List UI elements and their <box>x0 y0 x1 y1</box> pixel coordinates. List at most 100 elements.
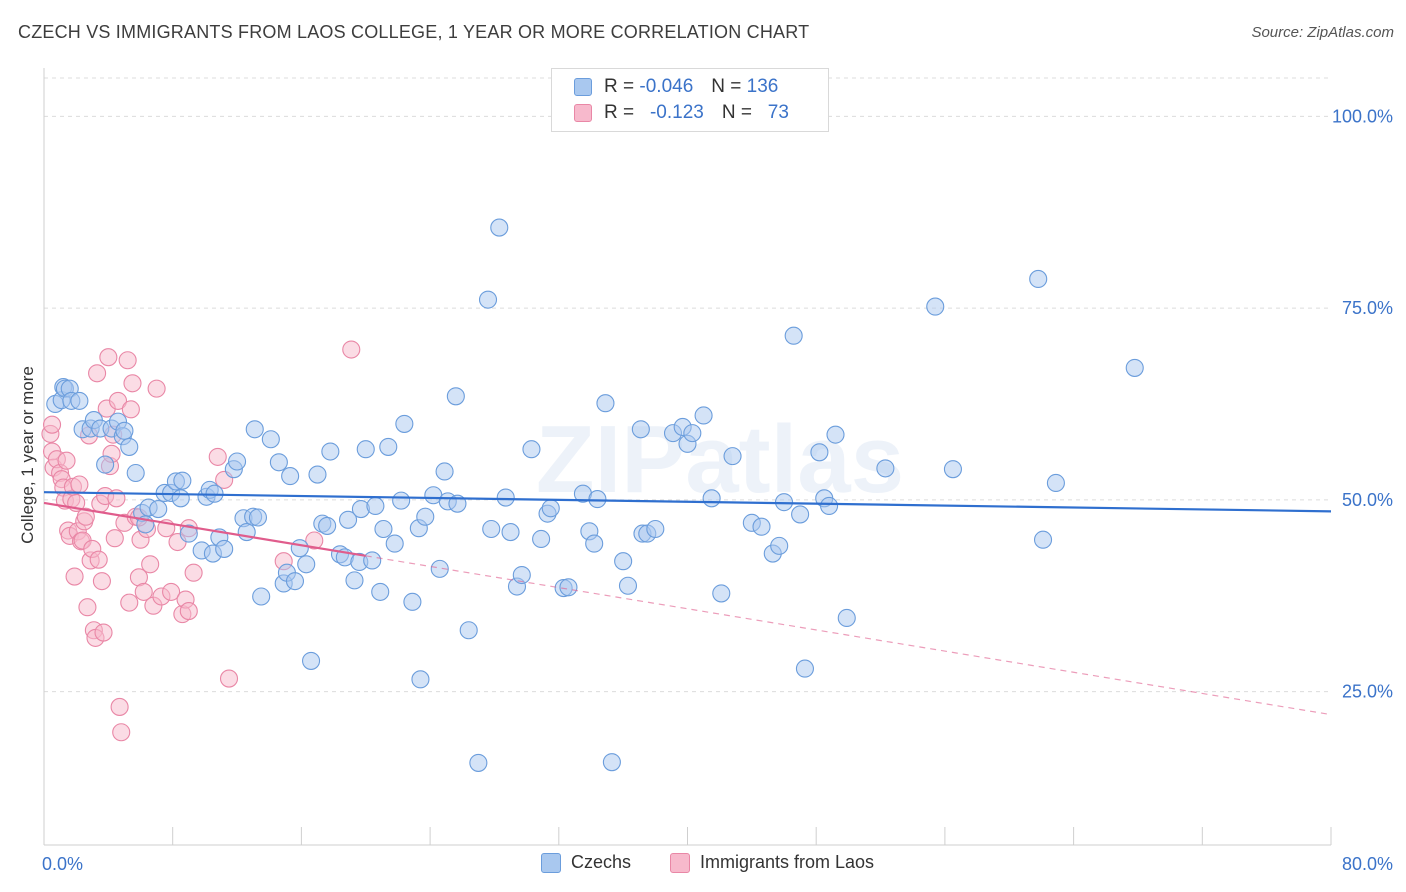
data-point <box>112 723 131 742</box>
data-point <box>588 490 607 509</box>
data-point <box>392 491 411 510</box>
data-point <box>70 391 89 410</box>
y-tick-label: 100.0% <box>1332 106 1393 126</box>
data-point <box>245 420 264 439</box>
data-point <box>379 437 398 456</box>
data-point <box>585 534 604 553</box>
data-point <box>614 552 633 571</box>
data-point <box>810 443 829 462</box>
data-point <box>126 463 145 483</box>
data-point <box>1029 269 1048 289</box>
data-point <box>482 519 501 539</box>
data-point <box>795 659 814 678</box>
data-point <box>248 508 268 527</box>
data-point <box>826 425 845 444</box>
data-point <box>342 340 361 359</box>
laos-legend-label: Immigrants from Laos <box>700 852 875 872</box>
data-point <box>171 489 190 508</box>
data-point <box>501 523 520 542</box>
data-point <box>252 587 271 606</box>
legend-n-label: N = <box>721 102 752 123</box>
data-point <box>646 519 665 539</box>
data-point <box>76 507 95 526</box>
data-point <box>469 753 488 772</box>
legend-item-czechs: Czechs <box>541 852 631 873</box>
y-tick-label: 25.0% <box>1342 682 1393 702</box>
legend-n-value: 136 <box>746 76 779 97</box>
data-point <box>702 489 721 508</box>
data-point <box>261 430 280 449</box>
laos-trend-extension <box>365 555 1332 716</box>
legend-n-label: N = <box>711 76 742 97</box>
axes <box>43 68 1332 846</box>
data-point <box>371 582 390 601</box>
data-point <box>1046 473 1065 493</box>
data-point <box>305 531 324 550</box>
data-point <box>184 563 203 582</box>
data-point <box>96 455 115 474</box>
data-point <box>363 551 382 570</box>
x-tick-label: 0.0% <box>42 854 83 874</box>
data-point <box>752 517 771 536</box>
data-point <box>149 500 168 519</box>
data-point <box>179 524 198 543</box>
data-point <box>88 364 107 383</box>
data-point <box>281 467 300 486</box>
data-point <box>430 559 449 578</box>
data-point <box>541 499 560 518</box>
data-point <box>374 519 393 539</box>
czechs-legend-swatch <box>541 852 561 873</box>
data-point <box>478 290 498 309</box>
data-point <box>118 351 137 370</box>
data-point <box>179 602 198 621</box>
data-point <box>712 584 731 603</box>
czechs-series-points <box>46 218 1144 772</box>
data-point <box>723 447 742 466</box>
data-point <box>770 536 789 555</box>
correlation-legend: R = -0.046 N = 136 R = -0.123 N = 73 <box>551 68 829 132</box>
laos-legend-swatch <box>670 852 690 873</box>
data-point <box>1033 530 1053 549</box>
data-point <box>57 451 76 470</box>
data-point <box>356 440 375 459</box>
data-point <box>290 539 309 558</box>
data-point <box>837 608 856 628</box>
legend-row-czechs: R = -0.046 N = 136 <box>574 75 778 99</box>
data-point <box>89 550 108 569</box>
data-point <box>105 529 124 548</box>
data-point <box>631 420 650 439</box>
data-point <box>108 391 128 410</box>
data-point <box>94 623 113 642</box>
data-point <box>694 406 713 425</box>
trend-lines <box>43 491 1332 716</box>
legend-r-label: R = <box>604 102 635 123</box>
czechs-trend-line <box>43 491 1332 513</box>
data-point <box>1125 358 1144 377</box>
data-point <box>120 593 139 612</box>
tick-labels: 100.0% 75.0% 50.0% 25.0% 0.0% 80.0% <box>42 106 1393 874</box>
data-point <box>65 567 84 586</box>
laos-swatch <box>574 104 592 122</box>
data-point <box>395 414 414 433</box>
data-point <box>219 669 239 688</box>
data-point <box>269 453 288 472</box>
data-point <box>302 651 321 670</box>
data-point <box>42 415 62 434</box>
data-point <box>366 496 385 516</box>
data-point <box>446 387 465 406</box>
data-point <box>602 753 621 772</box>
data-point <box>784 326 803 345</box>
data-point <box>532 529 551 549</box>
data-point <box>120 437 139 456</box>
data-point <box>215 539 234 558</box>
data-point <box>512 565 531 585</box>
czechs-legend-label: Czechs <box>571 852 632 872</box>
data-point <box>339 510 358 529</box>
legend-r-value: -0.123 <box>649 102 704 123</box>
y-axis-label: College, 1 year or more <box>18 366 37 544</box>
laos-trend-line <box>43 501 366 557</box>
data-point <box>876 459 895 478</box>
data-point <box>522 440 541 459</box>
czechs-swatch <box>574 78 592 96</box>
data-point <box>78 598 97 617</box>
